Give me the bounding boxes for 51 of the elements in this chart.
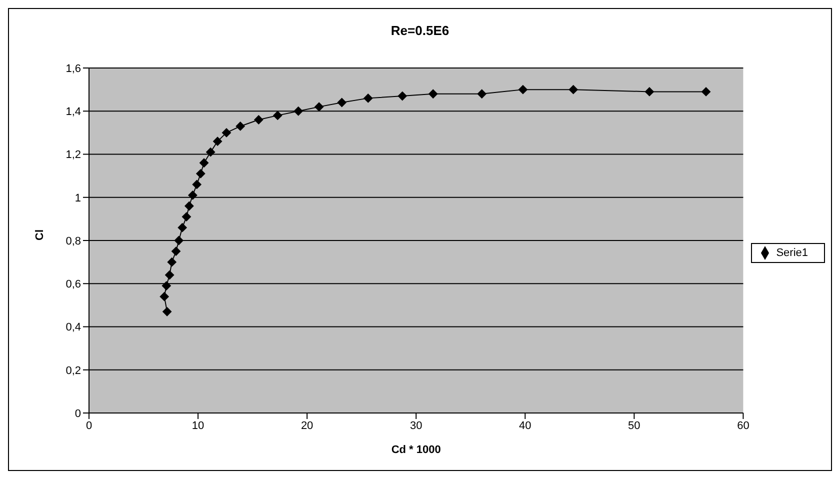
point — [160, 292, 169, 302]
point — [213, 136, 222, 146]
x-tick-label: 10 — [192, 420, 204, 432]
point — [178, 223, 187, 232]
point — [165, 270, 174, 280]
point — [188, 190, 198, 200]
point — [702, 87, 711, 96]
point — [254, 115, 264, 124]
point — [196, 169, 206, 178]
point — [236, 122, 245, 131]
point — [182, 212, 191, 222]
point — [644, 87, 654, 96]
x-axis-title: Cd * 1000 — [391, 444, 441, 456]
y-tick-label: 0,8 — [66, 235, 81, 248]
x-tick-label: 20 — [300, 420, 314, 432]
point — [162, 307, 172, 316]
point — [364, 94, 373, 103]
x-tick-label: 50 — [628, 420, 640, 432]
point — [167, 258, 176, 267]
y-tick-label: 0,2 — [66, 364, 81, 377]
point — [273, 110, 282, 120]
point — [184, 202, 194, 210]
y-tick-label: 1,2 — [66, 149, 81, 162]
point — [206, 148, 216, 157]
x-tick-label: 30 — [410, 420, 422, 432]
point — [518, 85, 528, 94]
y-tick-label: 0 — [74, 408, 81, 420]
point — [568, 85, 578, 94]
x-tick-label: 40 — [519, 420, 532, 432]
point — [314, 102, 324, 112]
x-tick-label: 0 — [86, 420, 92, 432]
point — [398, 92, 407, 101]
point — [192, 180, 202, 189]
point — [477, 89, 486, 98]
point — [172, 246, 181, 256]
point — [162, 281, 171, 290]
point — [200, 158, 209, 168]
point — [337, 98, 346, 107]
y-tick-label: 0,4 — [66, 322, 81, 334]
chart-title: Re=0.5E6 — [390, 23, 450, 38]
y-axis-title: Cl — [34, 230, 46, 240]
y-tick-label: 1 — [74, 192, 81, 204]
point — [174, 236, 184, 245]
y-tick-label: 1,6 — [66, 62, 81, 75]
x-tick-label: 60 — [737, 420, 750, 432]
y-tick-label: 1,4 — [66, 106, 81, 118]
point — [428, 89, 438, 98]
legend-label: Serie1 — [776, 246, 808, 259]
y-tick-label: 0,6 — [66, 278, 81, 291]
point — [222, 128, 231, 138]
point — [294, 106, 303, 116]
